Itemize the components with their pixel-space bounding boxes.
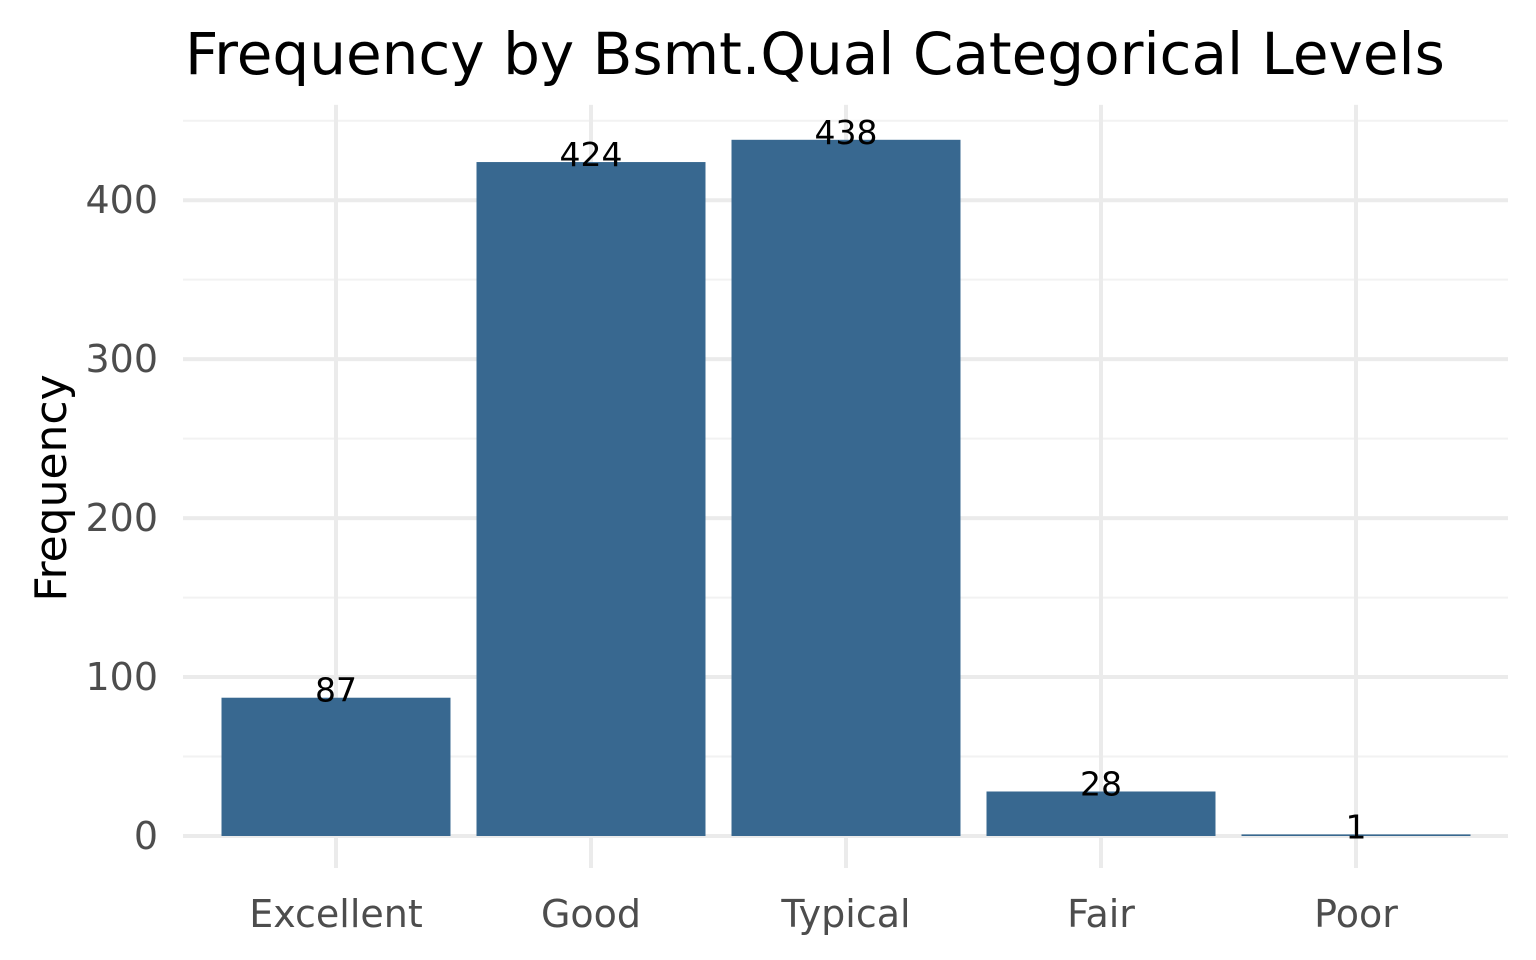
y-axis-label: Frequency [26,374,77,601]
data-label: 424 [560,135,623,174]
data-label: 28 [1080,764,1122,803]
data-labels: 87 424 438 28 1 [315,113,1367,847]
y-tick-label: 400 [85,178,158,222]
x-tick-label: Typical [780,892,910,936]
bar-typical [731,139,961,836]
bar-fair [986,791,1216,836]
x-tick-label: Fair [1067,892,1135,936]
data-label: 1 [1346,807,1367,846]
data-label: 438 [815,113,878,152]
bars [221,139,1471,836]
bar-excellent [221,697,451,836]
y-tick-label: 0 [134,814,158,858]
y-tick-label: 100 [85,655,158,699]
x-tick-label: Poor [1314,892,1398,936]
data-label: 87 [315,671,357,710]
x-tick-label: Excellent [249,892,423,936]
chart-title: Frequency by Bsmt.Qual Categorical Level… [185,20,1445,88]
y-tick-label: 300 [85,337,158,381]
x-tick-label: Good [541,892,641,936]
x-axis-ticks: Excellent Good Typical Fair Poor [249,892,1398,936]
y-tick-label: 200 [85,496,158,540]
y-axis-ticks: 0 100 200 300 400 [85,178,158,858]
bar-good [476,162,706,836]
bar-poor [1241,834,1471,836]
